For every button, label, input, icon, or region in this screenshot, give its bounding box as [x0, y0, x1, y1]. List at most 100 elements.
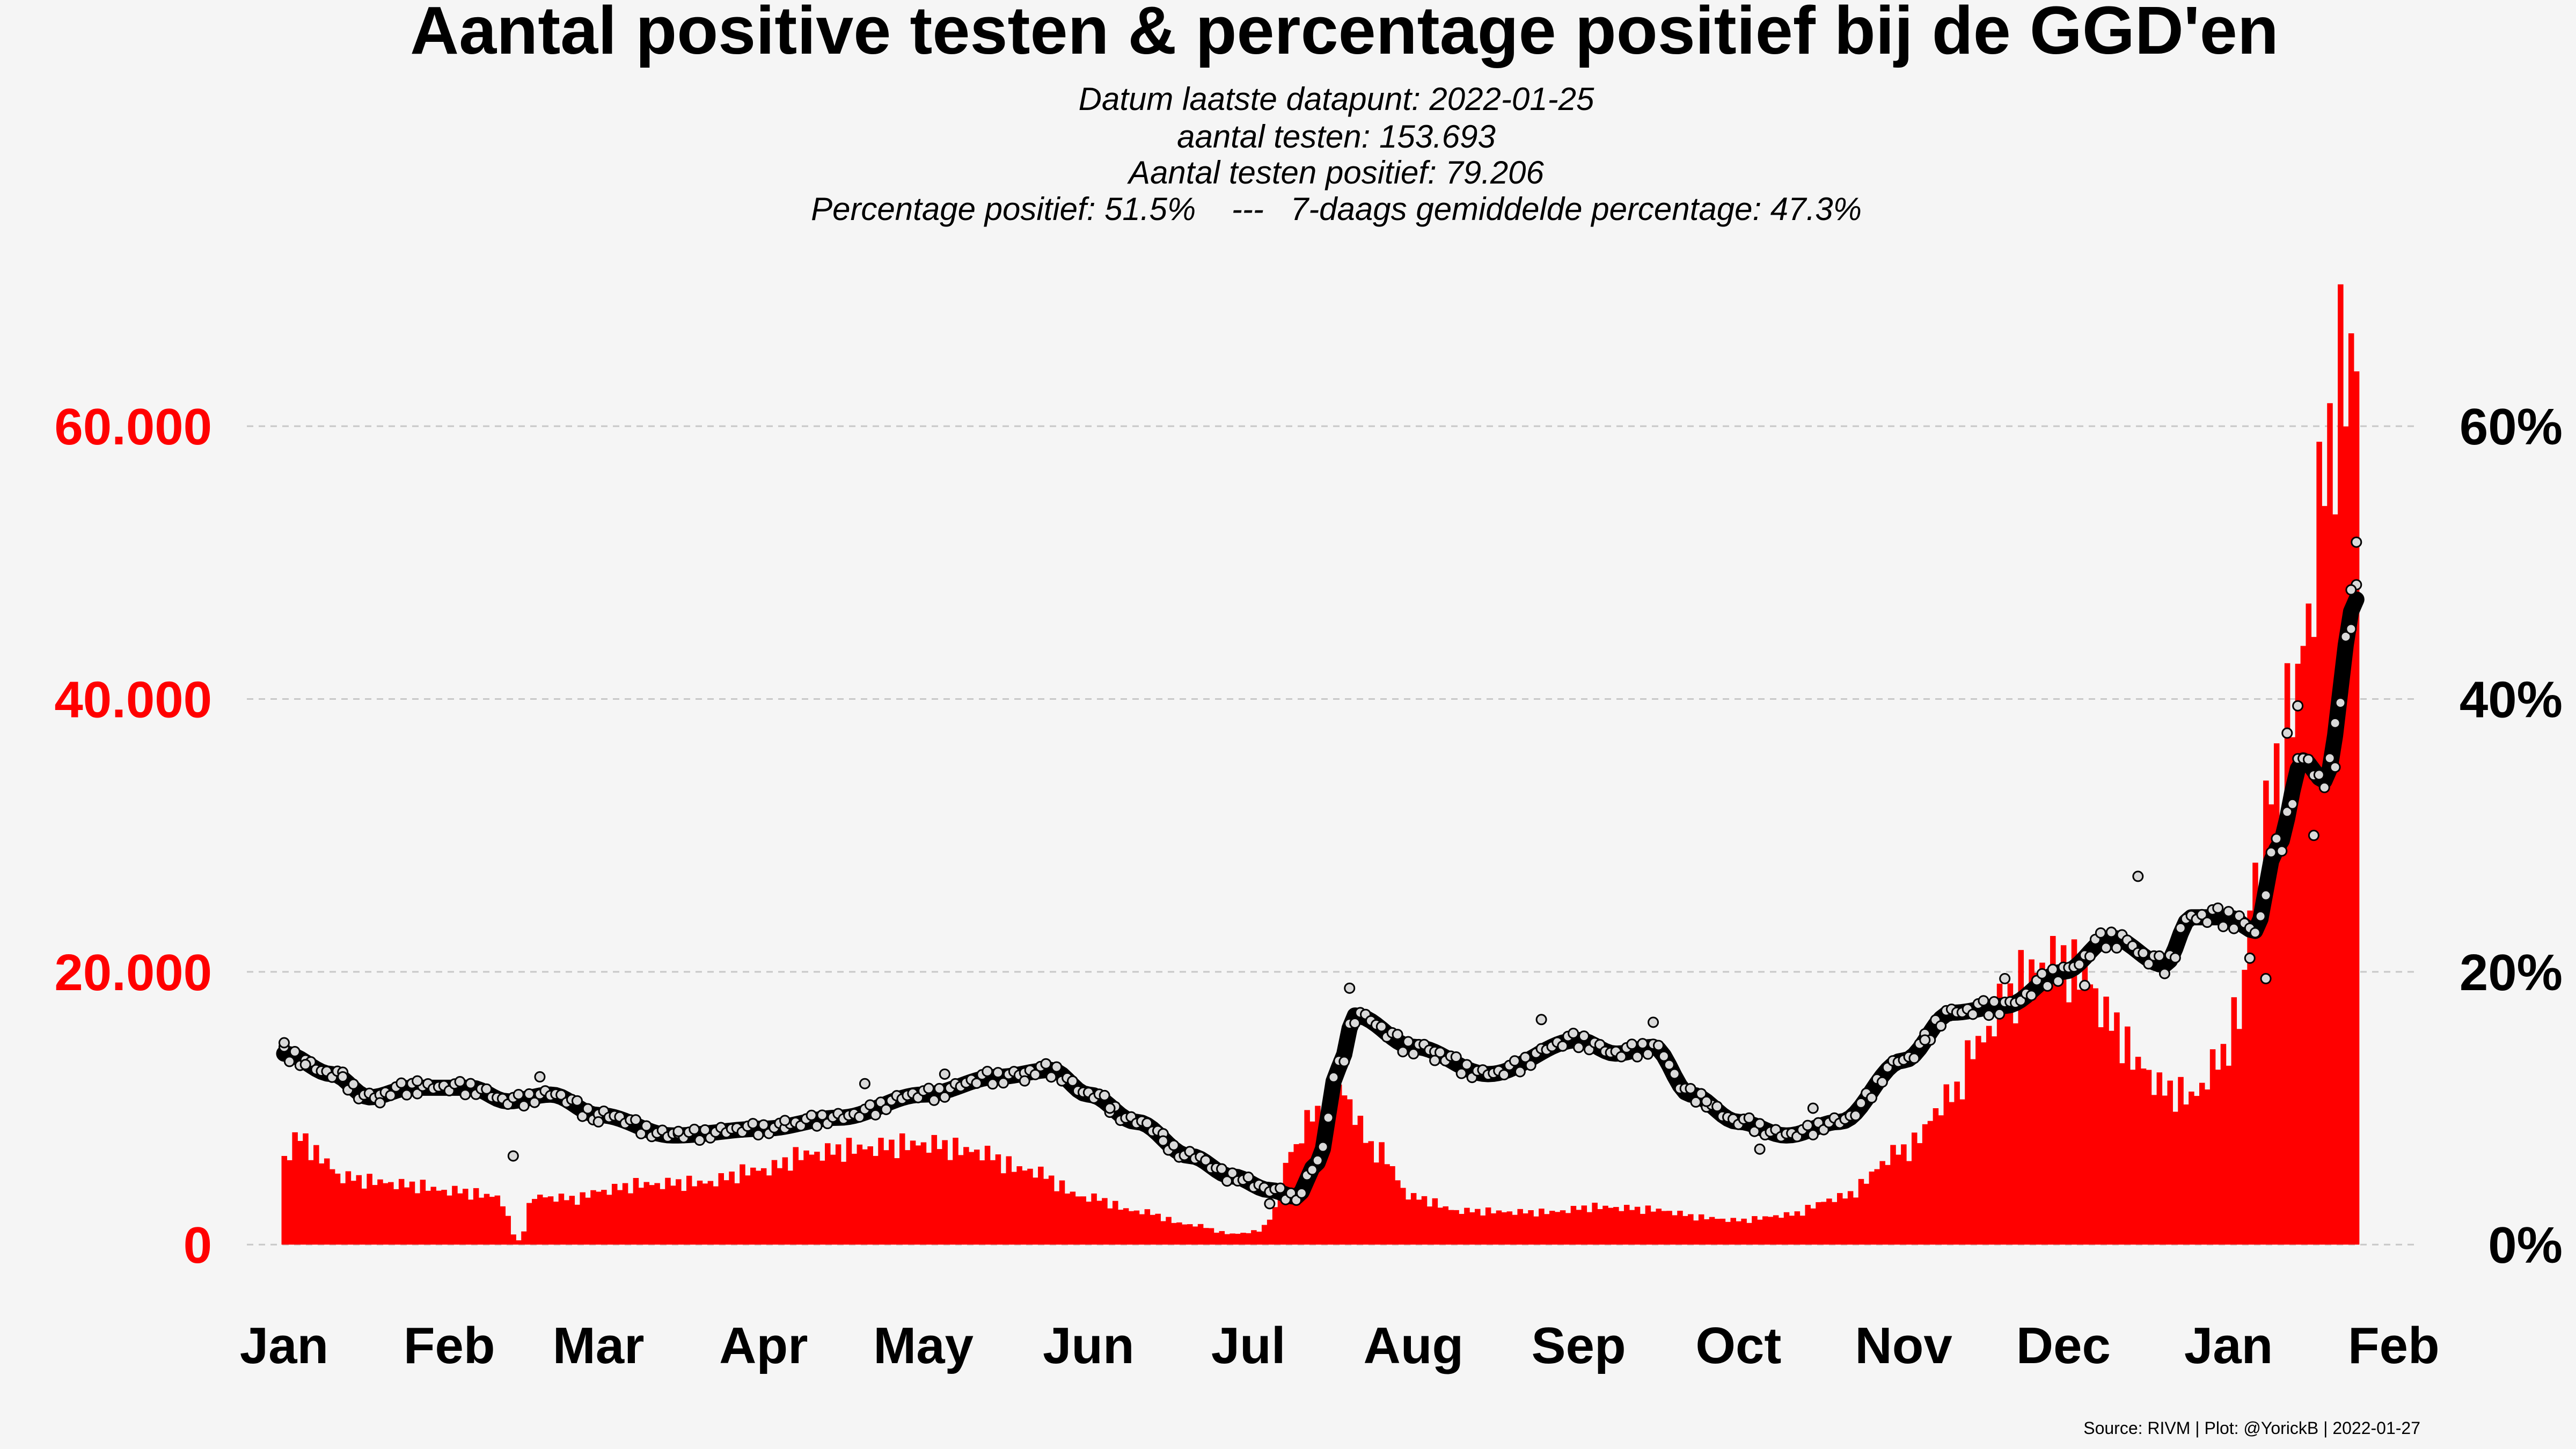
bar — [383, 1183, 389, 1245]
bar — [1602, 1205, 1608, 1245]
bar — [505, 1216, 511, 1245]
bar — [1192, 1226, 1198, 1245]
percentage-point — [283, 1056, 295, 1067]
bar — [1443, 1206, 1448, 1245]
bar — [723, 1180, 729, 1245]
percentage-point — [2318, 781, 2330, 793]
percentage-point — [481, 1083, 493, 1095]
bar — [638, 1188, 645, 1245]
bar — [542, 1197, 548, 1245]
percentage-point — [1648, 1016, 1659, 1028]
bar — [329, 1169, 335, 1245]
bar — [1996, 983, 2003, 1245]
bar — [1176, 1222, 1182, 1245]
percentage-point — [2329, 762, 2341, 773]
bar — [2295, 663, 2301, 1245]
bar — [1586, 1212, 1592, 1245]
bar — [1949, 1102, 1955, 1245]
percentage-point — [928, 1094, 940, 1106]
bar — [915, 1145, 921, 1245]
percentage-point — [2169, 952, 2181, 964]
percentage-point — [1754, 1118, 1766, 1130]
bar — [1640, 1213, 1646, 1245]
percentage-point — [2154, 950, 2165, 962]
bar — [809, 1154, 815, 1245]
bar — [292, 1132, 298, 1245]
percentage-point — [2212, 902, 2224, 914]
bar — [1256, 1232, 1262, 1245]
bar — [1832, 1202, 1838, 1245]
bar — [1799, 1216, 1806, 1245]
bar — [1576, 1210, 1582, 1245]
bar — [729, 1172, 735, 1245]
bar — [324, 1158, 330, 1245]
bar — [1133, 1210, 1140, 1245]
percentage-point — [1498, 1069, 1510, 1081]
bar — [846, 1138, 852, 1245]
bar — [1592, 1203, 1598, 1245]
bar — [1171, 1223, 1177, 1245]
bar — [1911, 1132, 1918, 1245]
bar — [2242, 970, 2248, 1245]
bar — [1757, 1219, 1763, 1245]
percentage-point — [1754, 1143, 1766, 1155]
bar — [1906, 1161, 1912, 1245]
bar — [2109, 1030, 2114, 1245]
bar — [643, 1182, 650, 1245]
bar — [1506, 1211, 1513, 1245]
bar — [569, 1196, 575, 1245]
bar — [2322, 506, 2328, 1245]
bar — [1357, 1115, 1364, 1245]
percentage-point — [869, 1109, 881, 1121]
bar — [1922, 1124, 1928, 1245]
percentage-point — [1685, 1082, 1696, 1094]
bar — [1485, 1207, 1491, 1245]
bar — [1150, 1214, 1156, 1245]
bar — [1235, 1233, 1241, 1245]
percentage-point — [2201, 917, 2213, 928]
percentage-point — [998, 1077, 1009, 1089]
bar — [345, 1171, 352, 1245]
bar — [367, 1174, 372, 1245]
x-tick-label: Nov — [1855, 1317, 1952, 1374]
bar — [1544, 1214, 1550, 1245]
y-axis-left: 0 20.000 40.000 60.000 — [54, 398, 212, 1274]
subtitle-line-4: Percentage positief: 51.5% --- 7-daags g… — [811, 191, 1862, 227]
bar — [1070, 1191, 1076, 1245]
percentage-point — [1701, 1095, 1713, 1107]
bar — [2338, 284, 2344, 1245]
bar — [1672, 1215, 1678, 1245]
bar — [931, 1135, 938, 1245]
bar — [1836, 1193, 1843, 1245]
bar — [1901, 1144, 1907, 1245]
bar — [580, 1192, 586, 1245]
bar — [676, 1179, 682, 1245]
bar — [452, 1185, 458, 1245]
bar — [1475, 1209, 1481, 1245]
bar — [1490, 1213, 1497, 1245]
percentage-point — [1866, 1092, 1878, 1104]
percentage-point — [529, 1096, 540, 1108]
bar — [995, 1154, 1001, 1245]
bar — [340, 1183, 346, 1245]
y-right-tick-label: 0% — [2488, 1217, 2563, 1274]
percentage-point — [1322, 1112, 1334, 1124]
bar — [1954, 1081, 1960, 1245]
percentage-point — [1328, 1071, 1340, 1083]
percentage-point — [1306, 1164, 1318, 1176]
bar — [1038, 1166, 1044, 1245]
bar — [2012, 1023, 2019, 1245]
percentage-point — [1067, 1075, 1079, 1087]
x-tick-label: Sep — [1532, 1317, 1626, 1374]
bar — [2194, 1096, 2200, 1245]
bar — [649, 1185, 655, 1245]
bar — [2189, 1091, 2194, 1245]
percentage-point — [1264, 1198, 1276, 1210]
bar — [1448, 1210, 1454, 1245]
bar — [350, 1181, 357, 1245]
bar — [2215, 1070, 2221, 1245]
percentage-point — [1967, 1008, 1979, 1020]
bar — [1336, 1085, 1342, 1245]
bar — [1230, 1233, 1235, 1245]
